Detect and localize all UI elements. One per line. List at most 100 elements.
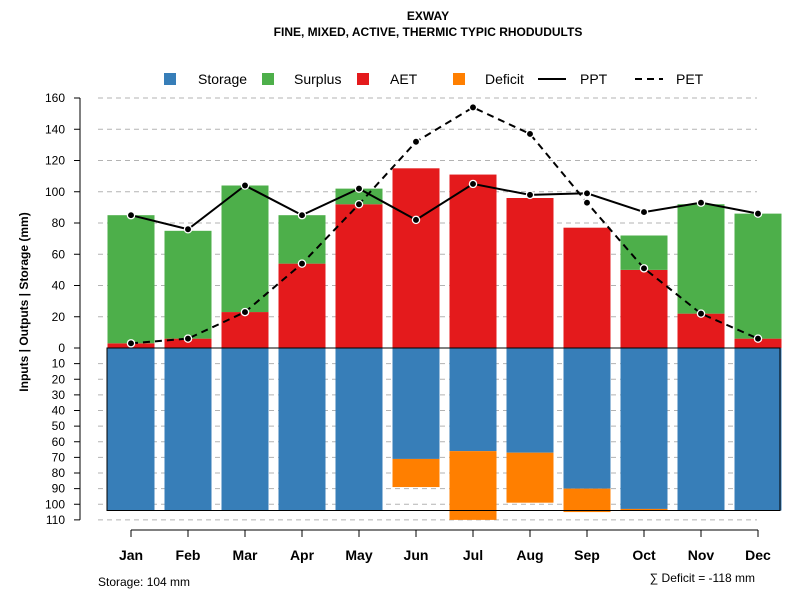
top-bars: [107, 168, 782, 348]
storage-bar: [278, 348, 326, 511]
chart-title: EXWAY: [407, 9, 449, 23]
legend-label: PET: [676, 71, 704, 87]
pet-point: [582, 198, 592, 207]
pet-point: [639, 264, 649, 273]
chart-subtitle: FINE, MIXED, ACTIVE, THERMIC TYPIC RHODU…: [274, 25, 583, 39]
legend: Storage Surplus AET Deficit PPT PET: [164, 71, 704, 87]
y-tick-label: 70: [52, 450, 66, 464]
pet-point: [183, 334, 193, 343]
aet-bar: [335, 204, 383, 348]
legend-label: AET: [390, 71, 418, 87]
storage-note: Storage: 104 mm: [98, 575, 190, 589]
pet-point: [525, 129, 535, 139]
storage-bar: [563, 348, 611, 489]
legend-swatch: [164, 73, 176, 85]
aet-bar: [221, 312, 269, 348]
y-tick-label: 80: [52, 466, 66, 480]
surplus-bar: [221, 185, 269, 313]
aet-bar: [563, 227, 611, 348]
ppt-point: [183, 224, 193, 234]
storage-bar: [392, 348, 440, 459]
ppt-point: [639, 207, 649, 217]
series-lines: [126, 103, 763, 348]
y-tick-label: 110: [46, 513, 65, 527]
ppt-point: [753, 209, 763, 218]
y-tick-label: 20: [52, 372, 66, 386]
deficit-bar: [620, 508, 668, 511]
y-tick-label: 90: [52, 482, 66, 496]
storage-bar: [221, 348, 269, 511]
x-tick-label: Dec: [745, 547, 771, 563]
legend-label: Storage: [198, 71, 247, 87]
y-tick-label: 40: [52, 279, 66, 293]
deficit-bar: [563, 488, 611, 513]
legend-label: Surplus: [294, 71, 341, 87]
storage-bar: [677, 348, 725, 511]
aet-bar: [734, 338, 782, 348]
legend-swatch: [357, 73, 369, 85]
surplus-bar: [677, 204, 725, 314]
storage-bar: [734, 348, 782, 511]
surplus-bar: [107, 215, 155, 344]
pet-point: [354, 199, 364, 209]
pet-point: [126, 339, 136, 348]
pet-point: [468, 103, 478, 112]
y-tick-label: 40: [52, 404, 66, 418]
surplus-bar: [734, 213, 782, 339]
aet-bar: [164, 338, 212, 348]
aet-bar: [620, 269, 668, 348]
storage-bar: [335, 348, 383, 511]
pet-point: [696, 309, 706, 318]
y-tick-label: 160: [45, 91, 65, 105]
y-tick-label: 50: [52, 419, 66, 433]
ppt-point: [696, 198, 706, 207]
axes: 0204060801001201401601020304050607080901…: [45, 91, 781, 563]
legend-label: PPT: [580, 71, 608, 87]
y-tick-label: 120: [45, 154, 65, 168]
x-tick-label: Nov: [688, 547, 715, 563]
storage-bar: [449, 348, 497, 452]
y-tick-label: 0: [58, 341, 65, 355]
aet-bar: [506, 198, 554, 348]
storage-bar: [620, 348, 668, 509]
x-tick-label: Jan: [119, 547, 143, 563]
surplus-bar: [278, 215, 326, 264]
x-tick-label: May: [345, 547, 372, 563]
y-tick-label: 20: [52, 310, 66, 324]
x-tick-label: Apr: [290, 547, 315, 563]
storage-bar: [164, 348, 212, 511]
ppt-point: [297, 210, 307, 220]
x-tick-label: Oct: [632, 547, 656, 563]
storage-bar: [506, 348, 554, 453]
aet-bar: [449, 174, 497, 348]
ppt-point: [411, 215, 421, 225]
x-tick-label: Aug: [516, 547, 543, 563]
aet-bar: [677, 313, 725, 348]
pet-point: [297, 259, 307, 268]
aet-bar: [392, 168, 440, 348]
ppt-point: [525, 190, 535, 200]
legend-swatch: [453, 73, 465, 85]
legend-swatch: [262, 73, 274, 85]
pet-point: [411, 137, 421, 146]
x-tick-label: Mar: [233, 547, 258, 563]
x-tick-label: Jun: [404, 547, 429, 563]
ppt-point: [468, 179, 478, 189]
storage-bar: [107, 348, 155, 511]
y-tick-label: 140: [45, 122, 65, 136]
y-axis-label: Inputs | Outputs | Storage (mm): [17, 212, 31, 391]
y-tick-label: 80: [52, 216, 66, 230]
y-tick-label: 100: [45, 185, 65, 199]
bottom-bars: [107, 348, 782, 520]
y-tick-label: 30: [52, 388, 66, 402]
x-tick-label: Jul: [463, 547, 483, 563]
deficit-bar: [449, 451, 497, 520]
ppt-point: [354, 184, 364, 193]
y-tick-label: 10: [52, 357, 66, 371]
y-tick-label: 60: [52, 247, 66, 261]
y-tick-label: 60: [52, 435, 66, 449]
aet-bar: [278, 263, 326, 348]
pet-point: [753, 334, 763, 343]
ppt-point: [582, 189, 592, 198]
